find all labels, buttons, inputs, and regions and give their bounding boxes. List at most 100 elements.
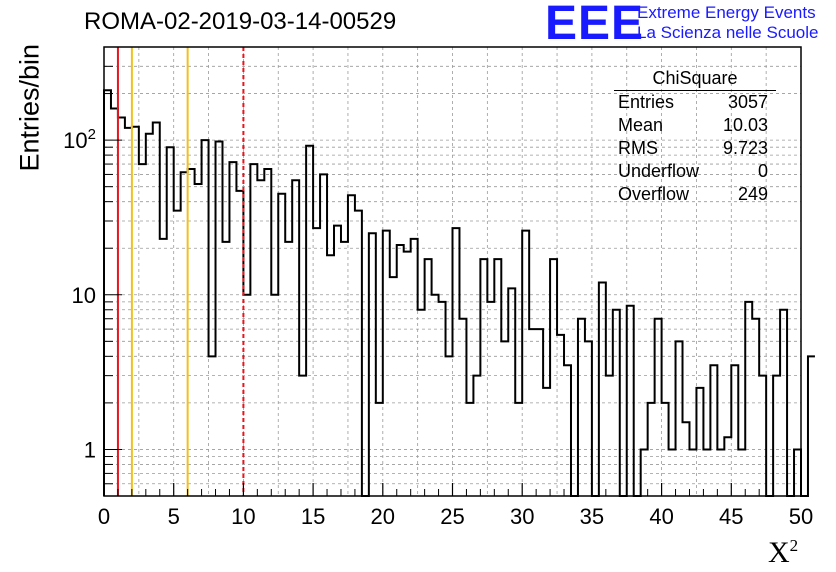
histogram-bin [738, 449, 745, 496]
x-tick-label: 20 [371, 504, 395, 529]
histogram-bin [250, 164, 257, 496]
histogram-bin [731, 365, 738, 496]
stats-label: Mean [618, 115, 664, 135]
histogram-bin [710, 365, 717, 496]
histogram-bin [466, 403, 473, 496]
axes: 0 5 10 15 20 25 30 35 40 45 50 1 10 102 [63, 46, 813, 529]
histogram-bin [132, 127, 139, 496]
histogram-bin [578, 319, 585, 496]
x-tick-label: 30 [510, 504, 534, 529]
y-tick-label: 10 [72, 283, 96, 308]
histogram-bin [418, 310, 425, 496]
histogram-bin [557, 335, 564, 496]
histogram-bin [676, 341, 683, 496]
x-tick-label: 5 [168, 504, 180, 529]
histogram-bin [529, 329, 536, 496]
histogram-bin [278, 194, 285, 496]
histogram-bin [236, 191, 243, 496]
stats-row-underflow: Underflow 0 [612, 160, 776, 183]
histogram-bin [167, 147, 174, 496]
stats-value: 9.723 [722, 138, 768, 158]
histogram-bin [320, 174, 327, 496]
logo-line-2: La Scienza nelle Scuole [637, 23, 819, 42]
histogram-bin [209, 356, 216, 496]
histogram-bin [188, 169, 195, 496]
histogram-bin [425, 259, 432, 496]
stats-row-entries: Entries 3057 [612, 91, 776, 114]
stats-label: Entries [618, 92, 675, 112]
histogram-bin [397, 245, 404, 496]
histogram-bin [487, 302, 494, 496]
histogram-bin [696, 388, 703, 496]
histogram-series [103, 89, 815, 497]
histogram-bin [669, 449, 676, 496]
histogram-bin [299, 376, 306, 496]
histogram-bin [104, 90, 111, 496]
x-tick-label: 15 [301, 504, 325, 529]
histogram-bin [369, 233, 376, 496]
histogram-bin [264, 169, 271, 496]
histogram-bin [794, 449, 801, 496]
histogram-bin [153, 122, 160, 496]
histogram-bin [501, 341, 508, 496]
histogram-bin [752, 319, 759, 496]
histogram-bin [334, 226, 341, 496]
stats-value: 10.03 [722, 115, 768, 135]
histogram-bin [745, 302, 752, 496]
histogram-bin [536, 329, 543, 496]
stats-label: Underflow [618, 161, 700, 181]
histogram-bin [613, 310, 620, 496]
histogram-title: ROMA-02-2019-03-14-00529 [84, 8, 397, 35]
histogram-bin [432, 295, 439, 496]
histogram-bin [404, 252, 411, 496]
histogram-bin [683, 422, 690, 496]
histogram-bin [160, 239, 167, 496]
x-tick-label: 45 [719, 504, 743, 529]
histogram-bin [550, 259, 557, 496]
histogram-bin [174, 211, 181, 496]
x-tick-label: 0 [98, 504, 110, 529]
histogram-bin [243, 295, 250, 496]
histogram-bin [125, 128, 132, 496]
eee-logo: EEE [545, 0, 645, 50]
histogram-bin [313, 228, 320, 496]
stats-box: ChiSquare Entries 3057 Mean 10.03 RMS 9.… [612, 68, 776, 206]
histogram-bin [599, 283, 606, 496]
histogram-bin [181, 172, 188, 496]
histogram-bin [459, 319, 466, 496]
histogram-bin [648, 403, 655, 496]
x-axis-label: X2 [768, 536, 799, 569]
histogram-bin [411, 239, 418, 496]
histogram-bin [216, 141, 223, 496]
histogram-bin [376, 403, 383, 496]
histogram-bin [118, 118, 125, 496]
histogram-bin [473, 376, 480, 496]
histogram-bin [689, 449, 696, 496]
histogram-bin [759, 376, 766, 496]
histogram-bin [341, 242, 348, 496]
stats-value: 249 [737, 184, 768, 204]
histogram-bin [662, 403, 669, 496]
histogram-bin [195, 184, 202, 496]
histogram-bin [292, 180, 299, 496]
histogram-bin [703, 449, 710, 496]
histogram-bin [139, 164, 146, 496]
histogram-bin [453, 228, 460, 496]
stats-label: RMS [618, 138, 658, 158]
histogram-outline [103, 89, 815, 497]
histogram-bin [522, 231, 529, 496]
histogram-bin [780, 310, 787, 496]
histogram-bin [222, 242, 229, 496]
x-tick-label: 40 [649, 504, 673, 529]
histogram-bin [773, 376, 780, 496]
histogram-bin [724, 437, 731, 496]
histogram-bin [494, 259, 501, 496]
histogram-bin [285, 242, 292, 496]
histogram-bin [390, 277, 397, 496]
histogram-bin [585, 341, 592, 496]
y-axis-label: Entries/bin [14, 43, 45, 172]
histogram-bin [564, 365, 571, 496]
histogram-bin [808, 356, 815, 496]
stats-label: Overflow [618, 184, 690, 204]
